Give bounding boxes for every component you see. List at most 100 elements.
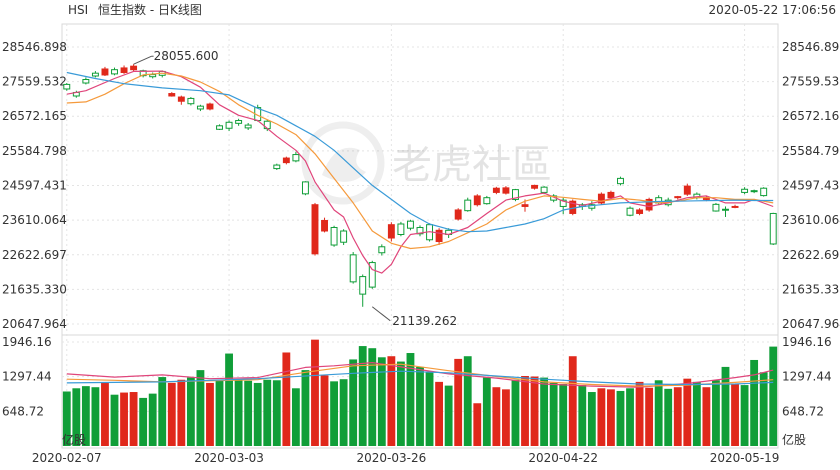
volume-bar-up — [311, 339, 319, 446]
candle-body-down — [273, 164, 281, 170]
candle — [321, 217, 328, 233]
candle — [111, 67, 118, 76]
volume-axis-left: 1946.16 1297.44 648.72 — [2, 335, 52, 418]
annotation-low-label: 21139.262 — [392, 314, 457, 328]
candle — [750, 189, 758, 194]
volume-bar-up — [530, 376, 539, 446]
candle-body-down — [111, 69, 118, 75]
price-tick-label-right: 24597.431 — [782, 179, 840, 193]
candle — [559, 197, 567, 215]
date-tick-label: 2020-02-07 — [32, 451, 102, 465]
candlestick-series — [63, 64, 777, 307]
header-title: 恒生指数 - 日K线图 — [98, 2, 202, 17]
candle-body-up — [674, 196, 682, 199]
price-axis-right: 28546.898 27559.532 26572.165 25584.798 2459… — [782, 40, 840, 331]
date-tick-label: 2020-03-26 — [356, 451, 426, 465]
volume-bar-down — [721, 366, 730, 446]
candle — [120, 65, 128, 74]
candle-body-down — [292, 154, 300, 162]
volume-bar-up — [282, 352, 291, 446]
volume-bar-up — [387, 356, 396, 446]
volume-bar-down — [72, 388, 81, 446]
candle — [91, 71, 99, 78]
candle-body-down — [187, 97, 195, 105]
candle-body-down — [330, 226, 338, 246]
candle-body-up — [120, 67, 128, 73]
volume-bar-down — [482, 377, 491, 446]
volume-bar-down — [559, 384, 568, 446]
candle-body-down — [368, 262, 376, 288]
volume-bar-down — [377, 357, 386, 446]
volume-bar-down — [139, 397, 148, 446]
candle-body-up — [636, 209, 644, 214]
volume-bar-down — [549, 382, 558, 446]
candle-body-down — [63, 83, 71, 90]
price-tick-label-right: 21635.330 — [782, 282, 840, 296]
candle — [273, 163, 281, 170]
volume-bar-down — [81, 386, 90, 446]
candle-body-up — [731, 205, 739, 208]
volume-unit-right: 亿股 — [782, 432, 806, 447]
candle — [235, 118, 243, 126]
volume-unit-left: 亿股 — [62, 432, 86, 447]
volume-bar-down — [425, 371, 434, 446]
volume-bar-up — [206, 382, 214, 446]
volume-bar-up — [473, 403, 482, 446]
candle-body-down — [91, 72, 99, 77]
ma-line-ma20 — [66, 71, 774, 233]
volume-tick-label-left: 648.72 — [2, 404, 44, 418]
candle-body-down — [626, 207, 634, 216]
candle — [378, 244, 386, 256]
candle-body-down — [196, 105, 204, 110]
volume-bar-down — [263, 379, 272, 446]
candle-body-down — [712, 203, 720, 212]
candle — [483, 195, 491, 205]
price-axis-left: 28546.898 27559.532 26572.165 25584.798 2459… — [2, 40, 67, 331]
candle-body-down — [235, 120, 243, 124]
volume-bar-down — [759, 372, 768, 446]
candle — [130, 64, 138, 72]
candle-body-up — [101, 68, 109, 76]
volume-bar-down — [750, 359, 759, 446]
volume-bar-down — [540, 377, 549, 446]
candle — [359, 274, 367, 307]
volume-tick-label-right: 1946.16 — [782, 335, 832, 349]
price-moving-averages — [66, 70, 774, 274]
annotation-high-label: 28055.600 — [154, 49, 219, 63]
volume-bar-up — [645, 387, 654, 446]
price-annotations: 28055.600 21139.262 — [133, 49, 457, 328]
candle — [712, 202, 720, 212]
candle-body-up — [168, 93, 176, 97]
candle-body-up — [502, 187, 510, 194]
price-tick-label-left: 20647.964 — [2, 317, 67, 331]
plot-frame — [61, 23, 779, 449]
price-tick-label-left: 24597.431 — [2, 179, 67, 193]
volume-bar-down — [272, 380, 281, 446]
annotation-leader — [133, 55, 152, 65]
volume-bar-down — [511, 379, 520, 446]
candle — [244, 122, 252, 131]
volume-moving-averages — [66, 362, 774, 388]
volume-bar-down — [196, 370, 205, 446]
ma-line-ma5 — [66, 362, 774, 388]
candle-body-down — [760, 187, 768, 197]
volume-bar-up — [597, 388, 606, 446]
candle-body-down — [769, 212, 777, 245]
volume-bar-up — [435, 381, 444, 446]
volume-bar-down — [339, 379, 348, 446]
candle-body-up — [435, 229, 443, 243]
price-tick-label-right: 22622.697 — [782, 248, 840, 262]
volume-bar-down — [740, 385, 749, 446]
volume-tick-label-left: 1297.44 — [2, 370, 52, 384]
price-tick-label-left: 21635.330 — [2, 282, 67, 296]
candle — [626, 206, 634, 217]
candle — [292, 151, 300, 163]
candle-body-down — [149, 74, 157, 78]
volume-bar-up — [568, 356, 577, 446]
volume-bar-down — [349, 359, 358, 446]
candle — [397, 221, 405, 237]
candle — [349, 252, 357, 284]
candle — [216, 124, 223, 131]
candle — [512, 188, 519, 202]
